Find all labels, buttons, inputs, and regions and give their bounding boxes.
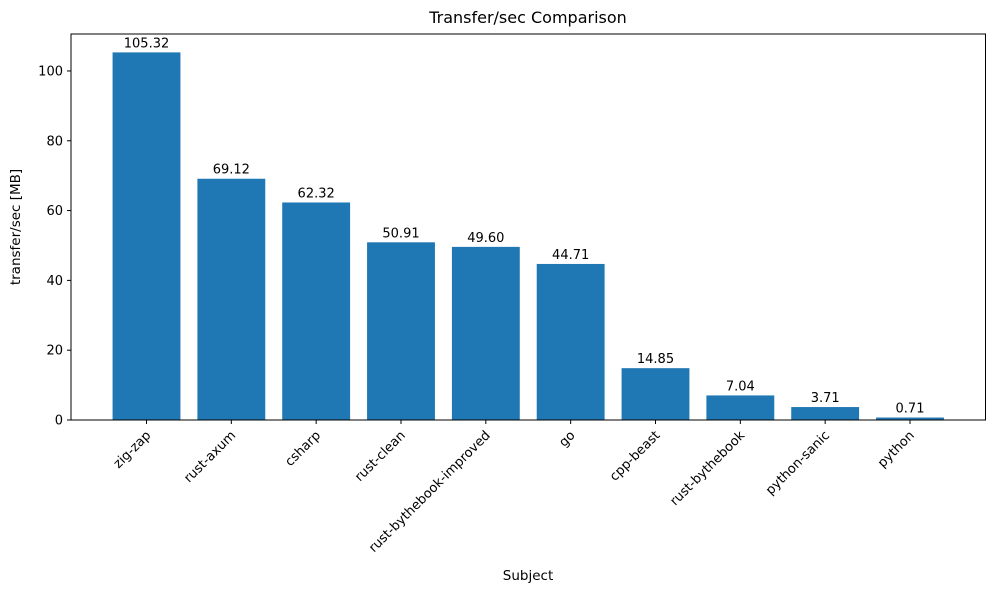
bar-rust-bythebook [706, 395, 775, 420]
plot-border [70, 33, 986, 421]
chart-title: Transfer/sec Comparison [428, 8, 627, 27]
bar-value-label: 49.60 [467, 231, 504, 246]
x-tick-label: rust-bythebook [667, 428, 748, 509]
bar-python-sanic [791, 407, 860, 420]
x-tick-label: rust-axum [181, 428, 239, 486]
bar-value-label: 105.32 [124, 36, 170, 51]
bar-rust-axum [197, 178, 266, 420]
x-tick-label: python [875, 428, 918, 471]
y-axis-label: transfer/sec [MB] [8, 169, 24, 285]
x-tick-label: cpp-beast [607, 428, 663, 484]
bar-value-label: 62.32 [298, 186, 335, 201]
bar-value-label: 3.71 [811, 391, 840, 406]
bar-rust-bythebook-improved [451, 246, 520, 420]
y-tick-label: 20 [46, 344, 63, 359]
bar-value-label: 44.71 [552, 248, 589, 263]
y-tick-label: 0 [55, 414, 63, 429]
y-tick-label: 40 [46, 274, 63, 289]
bar-value-label: 14.85 [637, 352, 674, 367]
x-tick-label: csharp [282, 428, 324, 470]
bar-value-label: 0.71 [896, 402, 925, 417]
x-tick-label: rust-clean [352, 428, 409, 485]
bar-zig-zap [112, 52, 181, 420]
plot-area: 105.32 zig-zap 69.12 rust-axum 62.32 csharp 50… [38, 33, 986, 556]
x-tick-label: zig-zap [111, 428, 154, 471]
bar-value-label: 69.12 [213, 163, 250, 178]
bar-value-label: 7.04 [726, 379, 755, 394]
y-tick-label: 60 [46, 204, 63, 219]
bar-cpp-beast [621, 368, 690, 420]
x-axis-label: Subject [503, 568, 553, 584]
bar-csharp [282, 202, 351, 420]
y-tick-label: 100 [38, 64, 63, 79]
bar-value-label: 50.91 [382, 226, 419, 241]
bar-go [536, 263, 605, 420]
x-tick-label: go [556, 428, 578, 450]
bar-rust-clean [367, 242, 435, 420]
y-tick-label: 80 [46, 134, 63, 149]
x-tick-label: python-sanic [763, 428, 833, 498]
bar-python [876, 417, 944, 420]
